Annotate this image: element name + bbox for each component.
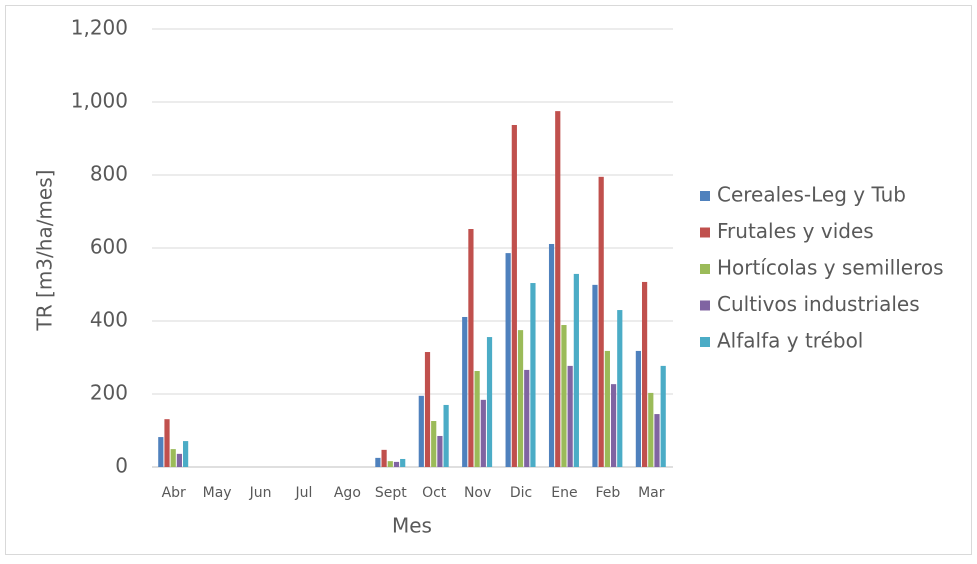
chart-border (5, 5, 972, 555)
bar (555, 111, 561, 467)
bar (517, 330, 524, 467)
bar (648, 392, 654, 467)
y-tick-label: 200 (90, 381, 128, 405)
x-tick-label: Mar (638, 485, 665, 501)
x-tick-label: Ene (551, 485, 577, 501)
y-tick-label: 1,200 (71, 16, 128, 40)
y-tick-label: 800 (90, 162, 128, 186)
legend-swatch (700, 264, 710, 274)
bar (443, 404, 449, 467)
x-tick-label: Oct (422, 485, 447, 501)
x-tick-label: Feb (595, 485, 620, 501)
bar (387, 461, 393, 467)
x-tick-label: Dic (510, 485, 532, 501)
bar (505, 253, 511, 467)
bar (393, 461, 400, 467)
legend-label: Cereales-Leg y Tub (717, 183, 906, 207)
legend-swatch (700, 300, 710, 311)
bar (462, 316, 468, 467)
bar (604, 350, 610, 467)
bar (635, 350, 641, 467)
y-tick-label: 1,000 (71, 89, 128, 113)
bar (375, 457, 381, 467)
x-tick-label: May (203, 485, 232, 501)
bar (617, 310, 623, 467)
bar (660, 365, 666, 467)
bar (480, 399, 486, 467)
y-tick-label: 600 (90, 235, 128, 259)
legend-swatch (700, 227, 710, 238)
bar (486, 337, 493, 467)
x-tick-label: Sept (375, 485, 407, 501)
x-tick-label: Jul (295, 485, 313, 501)
bar (400, 458, 406, 467)
legend-label: Cultivos industriales (717, 292, 920, 316)
y-tick-label: 400 (90, 308, 128, 332)
bar (654, 414, 660, 467)
x-tick-label: Nov (464, 485, 491, 501)
bar (381, 449, 387, 467)
bar (641, 281, 648, 467)
x-axis-title: Mes (392, 514, 432, 538)
legend-swatch (700, 337, 710, 347)
y-axis-title: TR [m3/ha/mes] (33, 170, 57, 332)
x-tick-label: Jun (249, 485, 272, 501)
bar (418, 395, 424, 467)
bar (598, 176, 604, 467)
bar (573, 273, 579, 467)
bar (592, 284, 598, 467)
bar (468, 229, 474, 467)
legend-label: Alfalfa y trébol (717, 329, 863, 353)
bar (164, 419, 170, 467)
bar (437, 435, 443, 467)
bar (424, 352, 431, 467)
legend-label: Frutales y vides (717, 219, 874, 243)
bar (511, 124, 517, 468)
legend-swatch (700, 191, 710, 201)
bar (548, 243, 555, 467)
bar (524, 369, 530, 467)
bar (158, 437, 164, 467)
bar (561, 325, 567, 467)
bar (431, 421, 437, 467)
bar (170, 449, 176, 467)
bar (474, 371, 480, 467)
bar (610, 384, 617, 467)
x-tick-label: Abr (162, 485, 186, 501)
bar (530, 283, 536, 467)
legend-label: Hortícolas y semilleros (717, 256, 944, 280)
bar (176, 453, 183, 467)
bar (183, 441, 189, 467)
y-tick-label: 0 (115, 454, 128, 478)
x-tick-label: Ago (334, 485, 361, 501)
bar (567, 365, 573, 467)
